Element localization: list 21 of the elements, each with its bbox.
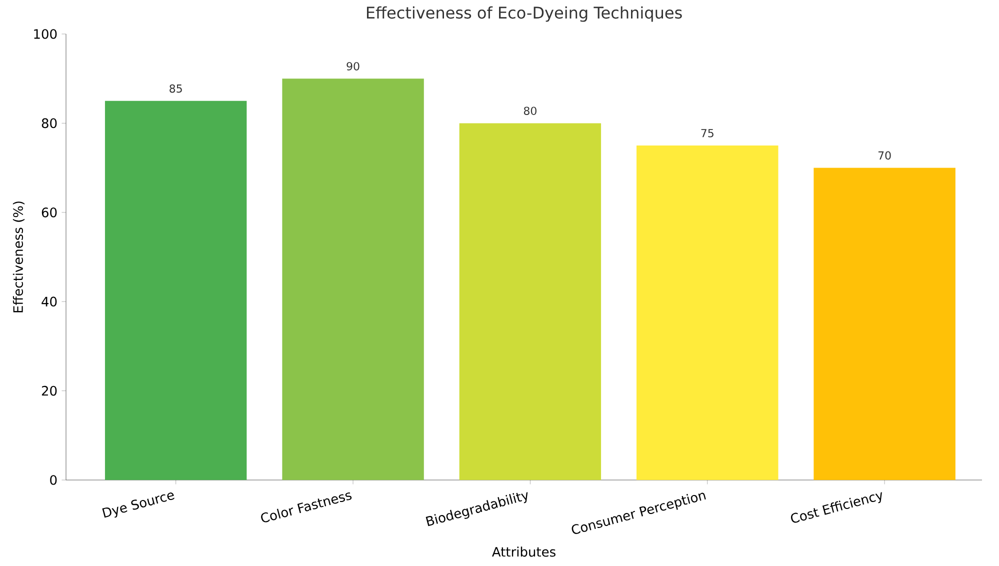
data-label: 80	[524, 106, 536, 115]
data-label: 70	[878, 151, 891, 160]
y-tick-label: 100	[34, 29, 57, 39]
x-axis-title: Attributes	[492, 546, 556, 557]
chart-title: Effectiveness of Eco-Dyeing Techniques	[366, 6, 682, 22]
bar	[104, 100, 247, 480]
y-tick-label: 0	[50, 475, 57, 485]
y-tick-label: 60	[42, 207, 57, 218]
bar	[282, 78, 424, 480]
bar	[459, 123, 602, 480]
bar	[814, 168, 956, 480]
y-axis-title: Effectiveness (%)	[12, 202, 25, 312]
data-label: 75	[701, 129, 714, 138]
data-label: 85	[170, 84, 182, 93]
bar	[636, 146, 778, 480]
x-tick-label: Dye Source	[102, 492, 174, 518]
x-tick-label: Color Fastness	[261, 492, 352, 522]
y-tick-label: 20	[42, 386, 57, 396]
y-tick-label: 40	[42, 296, 57, 307]
data-label: 90	[346, 62, 360, 70]
y-tick-label: 80	[42, 118, 57, 128]
